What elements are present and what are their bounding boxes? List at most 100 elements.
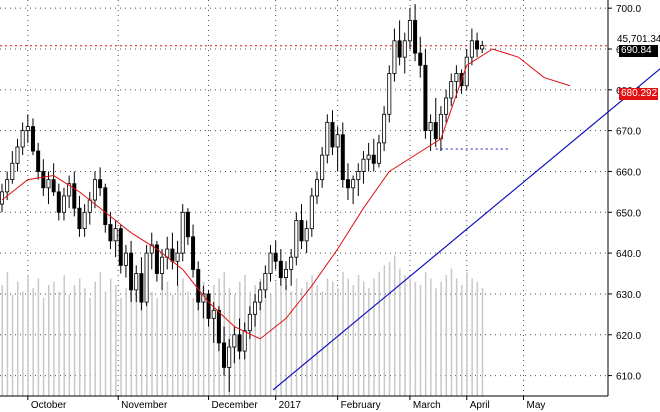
candle-body xyxy=(382,113,387,144)
volume-bars xyxy=(1,255,484,396)
candle-body xyxy=(299,220,304,242)
volume-bar xyxy=(135,294,138,396)
candle-body xyxy=(15,146,20,164)
candle-body xyxy=(134,273,139,291)
y-tick-label: 620.0 xyxy=(616,331,641,342)
volume-bar xyxy=(414,281,417,396)
candle-body xyxy=(108,224,113,242)
y-tick-label: 610.0 xyxy=(616,372,641,383)
candle-body xyxy=(387,73,392,115)
volume-bar xyxy=(177,284,179,396)
volume-bar xyxy=(192,298,195,396)
volume-bar xyxy=(383,265,386,396)
candlesticks xyxy=(0,4,485,392)
candle-body xyxy=(82,211,87,230)
volume-bar xyxy=(146,284,148,396)
trendline xyxy=(272,68,660,391)
candle-body xyxy=(237,334,242,352)
moving-average xyxy=(1,48,571,340)
x-tick-label: May xyxy=(527,400,546,411)
candle-body xyxy=(464,56,469,87)
axes xyxy=(0,0,609,397)
x-tick-label: December xyxy=(212,400,259,411)
candle-body xyxy=(361,158,366,172)
volume-bar xyxy=(37,278,40,396)
candle-body xyxy=(263,273,268,291)
candle-body xyxy=(449,81,454,99)
candle-body xyxy=(144,252,149,303)
volume-bar xyxy=(270,294,272,396)
volume-bar xyxy=(166,281,169,396)
volume-bar xyxy=(357,275,360,396)
candle-body xyxy=(129,252,134,291)
candle-body xyxy=(418,52,423,66)
candle-body xyxy=(149,244,154,254)
candle-body xyxy=(196,269,201,303)
volume-bar xyxy=(419,284,422,396)
y-tick-label: 640.0 xyxy=(616,249,641,260)
candle-body xyxy=(376,142,381,164)
volume-bar xyxy=(115,284,117,396)
volume-label: 45,701.34 xyxy=(617,34,660,45)
candle-body xyxy=(36,150,41,172)
volume-bar xyxy=(275,281,277,396)
candle-body xyxy=(392,40,397,74)
candle-body xyxy=(41,171,46,189)
candle-body xyxy=(413,20,418,54)
volume-bar xyxy=(156,298,158,396)
volume-bar xyxy=(445,275,448,396)
candle-body xyxy=(320,154,325,181)
candle-body xyxy=(314,179,319,197)
candle-body xyxy=(253,301,258,315)
volume-bar xyxy=(63,275,65,396)
volume-bar xyxy=(311,275,313,396)
candle-body xyxy=(0,191,4,205)
volume-bar xyxy=(264,288,267,396)
volume-bar xyxy=(450,268,453,396)
volume-bar xyxy=(1,284,3,396)
candle-body xyxy=(278,260,283,279)
candle-body xyxy=(61,195,66,213)
volume-bar xyxy=(22,291,24,396)
volume-bar xyxy=(321,291,324,396)
volume-bar xyxy=(430,278,432,396)
candle-body xyxy=(123,252,128,266)
candle-body xyxy=(232,334,237,348)
candle-body xyxy=(113,228,118,242)
volume-bar xyxy=(94,281,96,396)
y-tick-label: 670.0 xyxy=(616,127,641,138)
volume-bar xyxy=(254,284,257,396)
candle-body xyxy=(191,236,196,270)
candle-body xyxy=(289,256,294,270)
candle-body xyxy=(227,346,232,368)
candle-body xyxy=(180,211,185,254)
volume-bar xyxy=(27,275,29,396)
volume-bar xyxy=(316,284,318,396)
volume-bar xyxy=(249,291,251,396)
volume-bar xyxy=(378,271,380,396)
volume-bar xyxy=(197,288,200,396)
candle-body xyxy=(428,122,433,132)
x-tick-label: March xyxy=(413,400,441,411)
volume-bar xyxy=(208,294,210,396)
volume-bar xyxy=(32,288,34,396)
volume-bar xyxy=(259,278,262,396)
candle-body xyxy=(30,126,35,152)
candle-body xyxy=(25,126,30,132)
grid xyxy=(0,0,608,396)
volume-bar xyxy=(337,288,339,396)
candle-body xyxy=(72,183,77,209)
candle-body xyxy=(407,20,412,42)
volume-bar xyxy=(295,278,298,396)
candle-body xyxy=(87,199,92,213)
candle-body xyxy=(402,40,407,58)
volume-bar xyxy=(104,291,107,396)
candle-body xyxy=(247,313,252,332)
candle-body xyxy=(51,179,56,193)
candle-body xyxy=(118,228,123,266)
candle-body xyxy=(340,134,345,181)
volume-bar xyxy=(290,291,293,396)
candle-body xyxy=(351,179,356,189)
candle-body xyxy=(325,122,330,156)
